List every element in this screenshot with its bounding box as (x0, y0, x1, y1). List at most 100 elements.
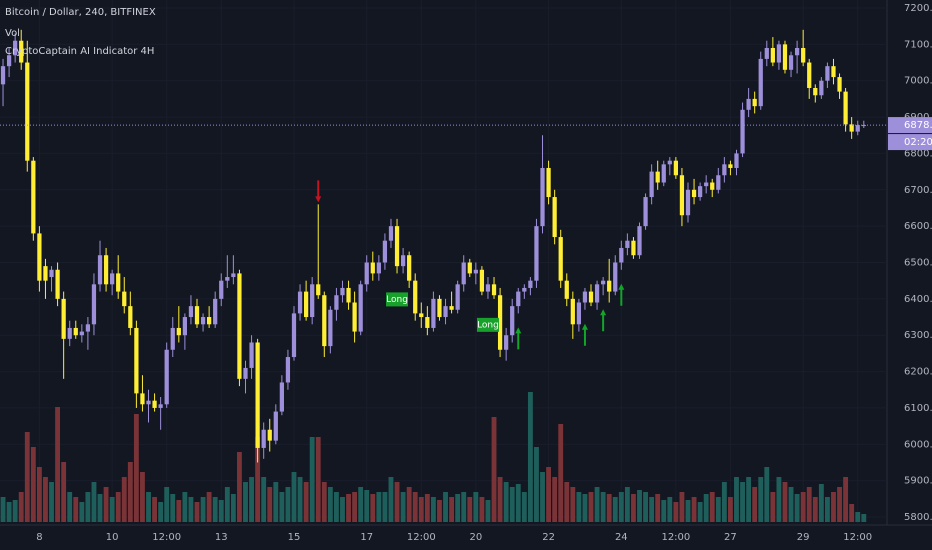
volume-bar (176, 500, 182, 522)
volume-bar (127, 462, 133, 522)
candle-body (267, 429, 272, 441)
x-tick-label: 12:00 (661, 532, 690, 543)
candle-body (352, 302, 357, 332)
short-arrow (315, 180, 322, 203)
candle-body (164, 349, 169, 405)
last-price-box (888, 117, 932, 134)
candle-body (807, 62, 812, 88)
volume-bar (437, 500, 442, 522)
candle-body (122, 291, 127, 307)
x-tick-label: 20 (469, 532, 482, 543)
candle-body (697, 186, 703, 198)
volume-bar (818, 484, 824, 522)
volume-bar (673, 502, 679, 522)
candle-body (467, 262, 472, 274)
candle-body (37, 233, 42, 281)
volume-bar (734, 477, 739, 522)
volume-bar (73, 497, 79, 522)
candle-body (170, 327, 175, 350)
volume-bar (552, 477, 558, 522)
candle-body (97, 255, 103, 285)
x-tick-label: 27 (724, 532, 737, 543)
volume-bar (752, 487, 758, 522)
volume-bar (291, 472, 297, 522)
long-arrow (600, 309, 607, 332)
volume-bar (643, 492, 648, 522)
candle-body (740, 109, 745, 154)
candle-body (443, 306, 448, 318)
volume-bar (206, 492, 212, 522)
candle-body (73, 327, 78, 336)
volume-bar (224, 487, 230, 522)
candle-body (310, 284, 315, 318)
candle-body (110, 273, 115, 285)
volume-bar (424, 494, 430, 522)
volume-bar (18, 492, 24, 522)
volume-bar (740, 482, 745, 522)
candle-body (55, 269, 60, 299)
volume-bar (667, 497, 673, 522)
candle-body (564, 280, 569, 299)
candle-body (303, 291, 309, 318)
candle-body (297, 291, 303, 314)
candle-body (43, 266, 48, 281)
volume-bar (237, 452, 242, 522)
volume-bar (491, 417, 497, 522)
candle-body (6, 55, 12, 67)
candle-body (182, 317, 188, 336)
candle-body (788, 55, 794, 70)
candle-body (546, 167, 551, 198)
volume-bar (115, 492, 121, 522)
volume-bar (303, 482, 309, 522)
candle-body (637, 226, 642, 256)
volume-bar (55, 407, 61, 522)
candle-body (716, 175, 721, 190)
x-tick-label: 24 (615, 532, 628, 543)
volume-bar (679, 492, 685, 522)
volume-bar (79, 502, 85, 522)
volume-bar (631, 494, 636, 522)
volume-bar (430, 497, 436, 522)
volume-bar (509, 487, 515, 522)
candle-body (631, 240, 636, 256)
long-label-box (476, 317, 499, 332)
volume-bar (855, 512, 861, 522)
volume-bar (370, 494, 376, 522)
volume-bar (24, 432, 30, 522)
volume-bar (109, 497, 115, 522)
volume-bar (67, 492, 73, 522)
candle-body (625, 240, 630, 248)
candle-body (334, 295, 339, 310)
volume-bar (515, 484, 521, 522)
candle-body (291, 313, 297, 358)
volume-bar (709, 492, 715, 522)
volume-bar (321, 482, 327, 522)
candle-body (734, 153, 739, 168)
volume-bar (534, 447, 539, 522)
volume-bar (600, 492, 606, 522)
volume-bar (661, 500, 667, 522)
candle-body (243, 367, 248, 379)
volume-bar (612, 497, 618, 522)
volume-bar (843, 477, 849, 522)
candle-body (322, 295, 327, 347)
candle-body (843, 91, 848, 125)
candle-body (691, 189, 697, 198)
volume-bar (467, 497, 473, 522)
volume-bar (546, 467, 552, 522)
volume-bar (558, 424, 564, 522)
candle-body (176, 327, 181, 336)
long-arrow (515, 327, 522, 350)
volume-bar (837, 487, 842, 522)
candle-body (413, 280, 418, 314)
candle-body (534, 226, 539, 281)
y-tick-label: 5800.0 (904, 512, 932, 523)
long-arrow (581, 323, 588, 346)
volume-bar (279, 492, 285, 522)
volume-bar (340, 497, 345, 522)
candle-body (370, 262, 375, 274)
candle-body (813, 87, 818, 96)
countdown-box (888, 134, 932, 151)
volume-bar (649, 497, 655, 522)
candle-body (510, 306, 515, 336)
